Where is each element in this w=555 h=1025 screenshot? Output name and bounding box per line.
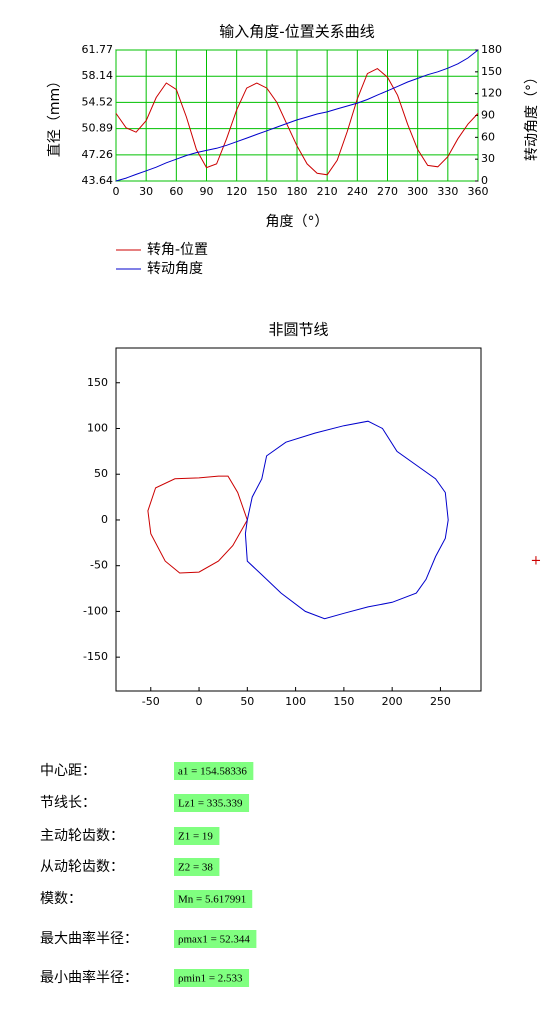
result-value-box	[174, 762, 254, 780]
result-value: a1 = 154.58336	[178, 766, 247, 778]
x-tick-label: 100	[285, 695, 306, 708]
x-tick-label: 150	[333, 695, 354, 708]
marker: +	[531, 554, 542, 569]
result-value-box	[174, 794, 250, 812]
y2-tick-label: 180	[481, 43, 502, 56]
y-tick-label: -100	[83, 604, 108, 617]
x-axis-label: 角度（°）	[266, 214, 329, 230]
result-label: 中心距：	[40, 763, 96, 779]
y-tick-label: 43.64	[82, 174, 114, 187]
result-value: Lz1 = 335.339	[178, 798, 243, 810]
y-tick-label: 100	[87, 421, 108, 434]
y-tick-label: 50	[94, 467, 108, 480]
y-tick-label: 150	[87, 376, 108, 389]
y2-tick-label: 0	[481, 174, 488, 187]
x-tick-label: 0	[196, 695, 203, 708]
result-label: 从动轮齿数：	[40, 859, 124, 875]
x-tick-label: -50	[142, 695, 160, 708]
result-value-box	[174, 969, 250, 987]
x-tick-label: 270	[377, 185, 398, 198]
y-tick-label: 58.14	[82, 69, 114, 82]
x-tick-label: 0	[113, 185, 120, 198]
x-tick-label: 360	[468, 185, 489, 198]
x-tick-label: 210	[317, 185, 338, 198]
x-tick-label: 330	[437, 185, 458, 198]
x-tick-label: 60	[169, 185, 183, 198]
legend-label: 转角-位置	[147, 242, 208, 258]
x-tick-label: 30	[139, 185, 153, 198]
result-value-box	[174, 890, 253, 908]
result-value: Z2 = 38	[178, 862, 213, 874]
chart-title: 非圆节线	[268, 321, 328, 339]
data-line	[147, 475, 248, 574]
data-line	[244, 420, 449, 620]
x-tick-label: 90	[200, 185, 214, 198]
result-value: ρmax1 = 52.344	[178, 934, 250, 946]
y-tick-label: 61.77	[82, 43, 114, 56]
y-tick-label: 50.89	[82, 122, 114, 135]
x-tick-label: 200	[382, 695, 403, 708]
data-line	[115, 49, 479, 182]
x-tick-label: 250	[430, 695, 451, 708]
y-tick-label: -150	[83, 650, 108, 663]
plot-frame	[115, 347, 482, 692]
result-value-box	[174, 858, 220, 876]
x-tick-label: 300	[407, 185, 428, 198]
x-tick-label: 180	[287, 185, 308, 198]
result-value-box	[174, 827, 220, 845]
y-tick-label: 0	[101, 513, 108, 526]
x-tick-label: 150	[256, 185, 277, 198]
result-label: 模数：	[40, 891, 82, 907]
result-label: 节线长：	[40, 795, 96, 811]
y-tick-label: 47.26	[82, 148, 114, 161]
y-axis-label: 直径（mm）	[46, 74, 63, 157]
y-tick-label: 54.52	[82, 95, 114, 108]
x-tick-label: 240	[347, 185, 368, 198]
result-value-box	[174, 930, 257, 948]
y2-axis-label: 转动角度（°）	[524, 70, 540, 161]
result-value: ρmin1 = 2.533	[178, 973, 243, 985]
result-label: 最大曲率半径：	[40, 930, 138, 947]
result-label: 主动轮齿数：	[40, 828, 124, 844]
result-value: Mn = 5.617991	[178, 894, 246, 906]
result-value: Z1 = 19	[178, 831, 213, 843]
result-label: 最小曲率半径：	[40, 969, 138, 986]
y2-tick-label: 30	[481, 152, 495, 165]
y2-tick-label: 60	[481, 130, 495, 143]
y2-tick-label: 150	[481, 65, 502, 78]
y2-tick-label: 90	[481, 109, 495, 122]
data-line	[115, 68, 479, 176]
x-tick-label: 50	[240, 695, 254, 708]
x-tick-label: 120	[226, 185, 247, 198]
legend-label: 转动角度	[147, 261, 203, 277]
y-tick-label: -50	[90, 559, 108, 572]
y2-tick-label: 120	[481, 87, 502, 100]
chart-title: 输入角度-位置关系曲线	[219, 23, 374, 41]
